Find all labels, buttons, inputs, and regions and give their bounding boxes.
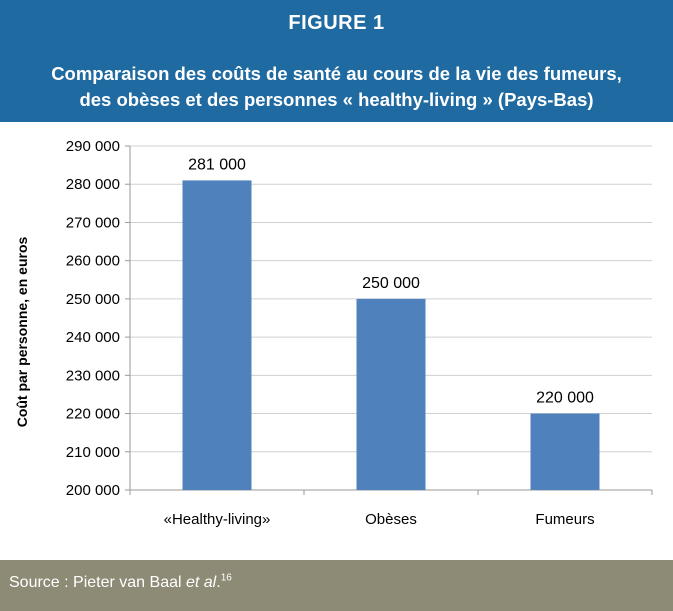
bar-chart: 200 000 210 000 220 000 230 000 240 000 250 0… [14,138,653,528]
plot-area: 200 000 210 000 220 000 230 000 240 000 250 0… [0,122,673,557]
y-tick-label: 230 000 [66,367,120,384]
y-tick-label: 200 000 [66,482,120,499]
x-tick-label: Fumeurs [535,511,594,528]
figure-header: FIGURE 1 Comparaison des coûts de santé … [0,0,673,122]
y-axis-label: Coût par personne, en euros [14,236,30,427]
y-tick-label: 210 000 [66,444,120,461]
data-label: 250 000 [362,275,420,292]
source-text: Source : Pieter van Baal [9,574,186,591]
bar [356,298,426,490]
y-axis-ticks: 200 000 210 000 220 000 230 000 240 000 250 0… [66,138,130,499]
figure-title: Comparaison des coûts de santé au cours … [20,61,653,113]
source-footer: Source : Pieter van Baal et al.16 [0,560,673,611]
y-tick-label: 260 000 [66,253,120,270]
data-label: 220 000 [536,390,594,407]
x-tick-label: Obèses [365,511,417,528]
y-tick-label: 240 000 [66,329,120,346]
source-etal: et al [185,574,217,591]
figure-label: FIGURE 1 [288,12,385,34]
source-period: . [216,574,221,591]
bars [182,180,600,490]
y-tick-label: 290 000 [66,138,120,155]
data-labels: 281 000 250 000 220 000 [188,156,594,406]
x-axis-labels: «Healthy-living» Obèses Fumeurs [129,490,653,528]
y-tick-label: 250 000 [66,291,120,308]
y-tick-label: 270 000 [66,214,120,231]
figure-title-line-2: des obèses et des personnes « healthy-li… [79,89,594,110]
bar [182,180,252,490]
figure-title-line-1: Comparaison des coûts de santé au cours … [51,63,622,84]
bar [530,413,600,490]
x-tick-label: «Healthy-living» [164,511,271,528]
y-tick-label: 280 000 [66,176,120,193]
source-reference: 16 [220,572,232,584]
y-tick-label: 220 000 [66,406,120,423]
data-label: 281 000 [188,156,246,173]
source-note: Source : Pieter van Baal et al.16 [9,572,232,592]
